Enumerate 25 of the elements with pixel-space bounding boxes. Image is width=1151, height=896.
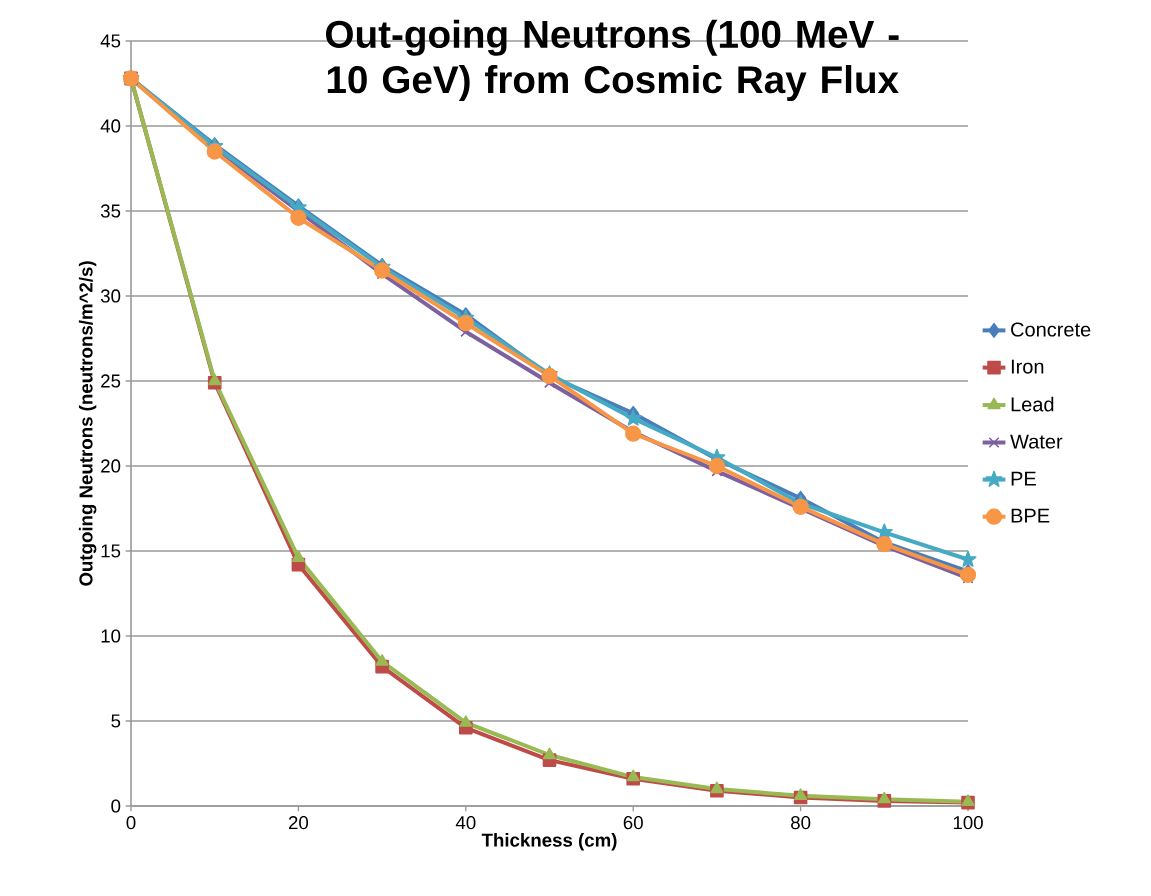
legend-label: Concrete — [1011, 322, 1091, 337]
y-tick-label: 0 — [111, 799, 121, 813]
legend-label: Lead — [1011, 396, 1054, 412]
y-axis-title: Outgoing Neutrons (neutrons/m^2/s) — [78, 261, 97, 586]
y-tick-label: 45 — [100, 34, 121, 48]
y-tick-label: 25 — [101, 374, 121, 388]
legend-label: Iron — [1011, 359, 1044, 374]
y-tick-label: 15 — [101, 544, 121, 558]
x-axis-title: Thickness (cm) — [481, 833, 617, 851]
y-tick-label: 40 — [100, 119, 121, 133]
legend-label: PE — [1011, 471, 1036, 486]
x-tick-label: 60 — [623, 816, 643, 830]
x-tick-label: 20 — [288, 816, 309, 830]
chart-title: Out-going Neutrons (100 MeV - 10 GeV) from Cosmic Ray Flux — [326, 19, 899, 102]
y-tick-label: 20 — [101, 459, 121, 473]
y-tick-label: 30 — [100, 289, 121, 303]
legend-label: BPE — [1011, 508, 1050, 523]
legend-label: Water — [1010, 434, 1063, 449]
x-tick-label: 0 — [126, 816, 136, 830]
y-tick-label: 10 — [101, 629, 121, 643]
y-tick-label: 5 — [111, 714, 121, 728]
x-tick-label: 40 — [455, 816, 476, 830]
y-tick-label: 35 — [100, 204, 121, 218]
x-tick-label: 100 — [953, 816, 983, 830]
x-tick-label: 80 — [791, 816, 811, 830]
